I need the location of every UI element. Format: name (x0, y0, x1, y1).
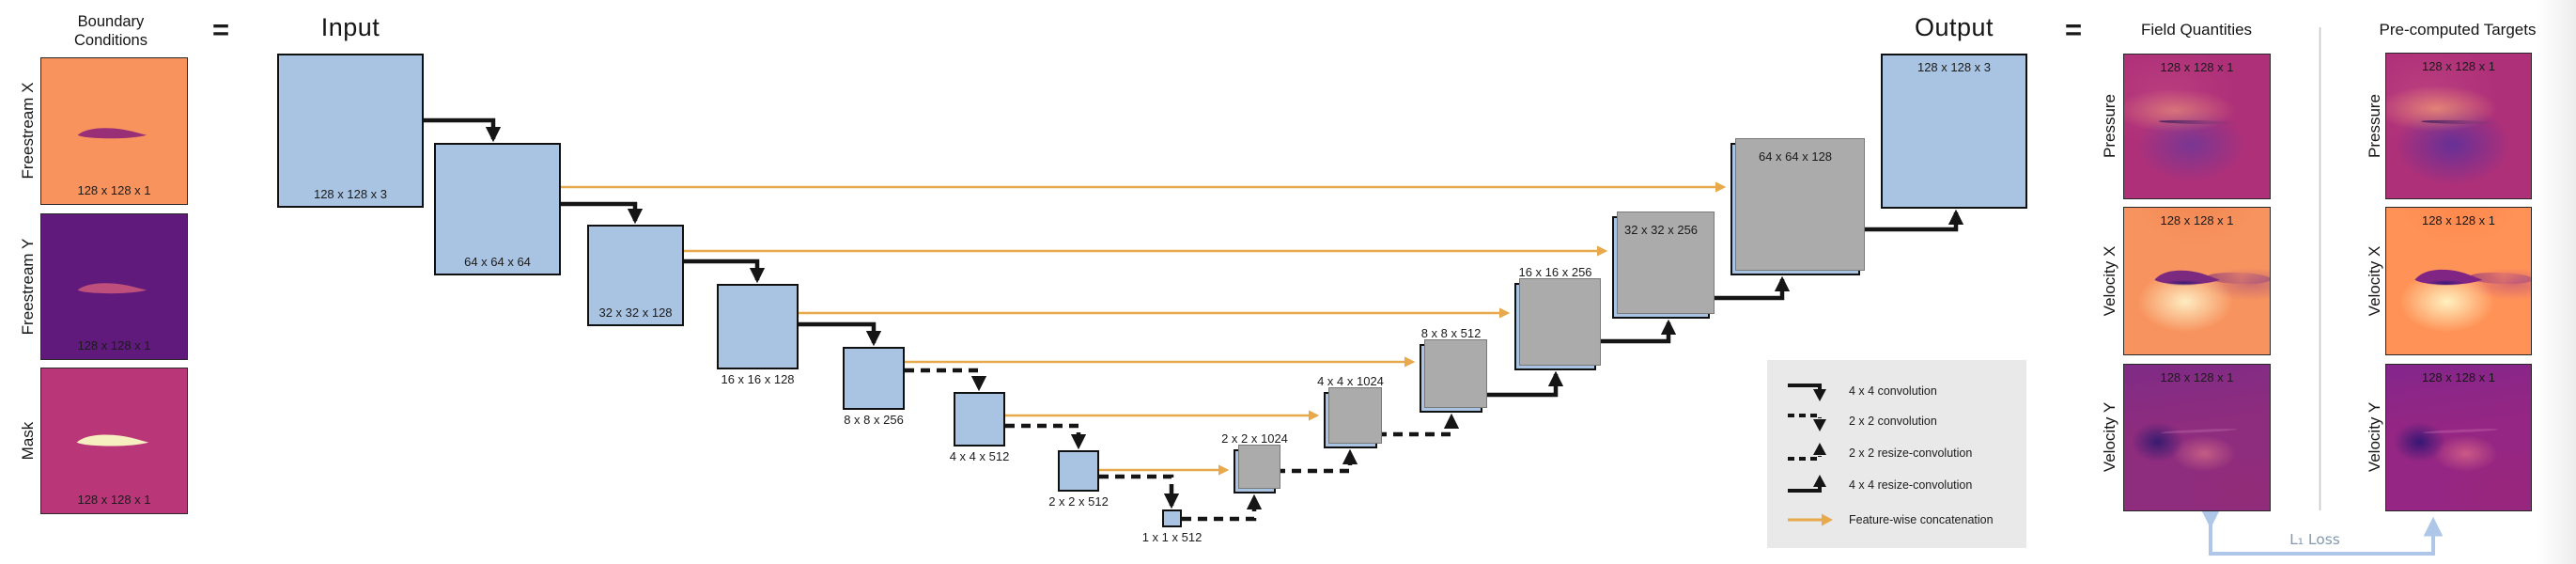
velocity-y-target-image: 128 x 128 x 1 (2385, 364, 2532, 511)
velocity-x-field-image: 128 x 128 x 1 (2123, 207, 2271, 355)
image-dims: 128 x 128 x 1 (2160, 213, 2234, 227)
freestream-x-image: 128 x 128 x 1 (40, 57, 188, 205)
concat-arrow-icon (1788, 513, 1833, 526)
unet-box-dec-64: 64 x 64 x 128 (1730, 138, 1865, 275)
image-dims: 128 x 128 x 1 (2421, 370, 2496, 384)
output-title: Output (1914, 13, 1994, 41)
pre-computed-targets-title: Pre-computed Targets (2379, 21, 2537, 39)
page-edge-shade (2537, 0, 2576, 564)
concat-arrows (561, 181, 1727, 476)
velocity-x-target-image: 128 x 128 x 1 (2385, 207, 2532, 355)
airfoil-shape (77, 128, 147, 139)
box-dims: 64 x 64 x 64 (464, 255, 531, 269)
legend-label: 4 x 4 convolution (1849, 384, 1937, 398)
unet-box-dec-16: 16 x 16 x 256 (1514, 265, 1601, 370)
airfoil-shape (2160, 428, 2237, 435)
conv-4x4-icon (1788, 384, 1826, 401)
image-dims: 128 x 128 x 1 (2421, 59, 2496, 73)
pressure-field-image: 128 x 128 x 1 (2123, 54, 2271, 199)
box-dims: 8 x 8 x 512 (1420, 326, 1482, 340)
legend-label: 4 x 4 resize-convolution (1849, 478, 1973, 492)
legend: 4 x 4 convolution 2 x 2 convolution 2 x … (1767, 360, 2026, 548)
resize-2x2-arrows (1182, 413, 1460, 522)
unet-box-enc-32: 32 x 32 x 128 (587, 225, 684, 326)
legend-item: 4 x 4 resize-convolution (1784, 473, 1972, 497)
l1-loss-label: L₁ Loss (2289, 531, 2340, 548)
l1-loss-bracket (2200, 509, 2444, 556)
field-quantities-title: Field Quantities (2140, 21, 2253, 39)
airfoil-underside-shade (2419, 279, 2472, 288)
conv-2x2-icon (1788, 414, 1826, 431)
airfoil-shape (76, 434, 148, 446)
unet-box-dec-32: 32 x 32 x 256 (1612, 212, 1715, 319)
box-dims: 16 x 16 x 128 (721, 372, 795, 386)
box-dims: 32 x 32 x 256 (1623, 223, 1699, 237)
freestream-y-image: 128 x 128 x 1 (40, 213, 188, 360)
conv-4x4-arrows (424, 118, 882, 347)
box-dims: 128 x 128 x 3 (313, 187, 388, 201)
box-dims: 2 x 2 x 1024 (1221, 431, 1288, 446)
image-dims: 128 x 128 x 1 (77, 493, 151, 507)
velocity-y-field-image: 128 x 128 x 1 (2123, 364, 2271, 511)
unet-box-enc-4: 4 x 4 x 512 (950, 392, 1009, 463)
image-dims: 128 x 128 x 1 (77, 338, 151, 352)
unet-box-dec-4: 4 x 4 x 1024 (1317, 374, 1384, 448)
equals-sign-right: = (2065, 13, 2083, 46)
legend-item: 2 x 2 convolution (1784, 409, 1937, 433)
pressure-target-image: 128 x 128 x 1 (2385, 53, 2532, 199)
airfoil-shape (2422, 428, 2498, 435)
image-dims: 128 x 128 x 1 (2160, 370, 2234, 384)
box-dims: 32 x 32 x 128 (598, 306, 673, 320)
legend-item: 2 x 2 resize-convolution (1784, 441, 1972, 465)
image-dims: 128 x 128 x 1 (2421, 213, 2496, 227)
airfoil-shape (77, 283, 147, 294)
unet-box-enc-16: 16 x 16 x 128 (717, 284, 799, 386)
box-dims: 2 x 2 x 512 (1048, 494, 1109, 509)
airfoil-shape (2420, 118, 2498, 125)
unet-box-input: 128 x 128 x 3 (277, 54, 424, 208)
legend-item: Feature-wise concatenation (1784, 508, 1994, 532)
image-dims: 128 x 128 x 1 (2160, 60, 2234, 74)
unet-box-dec-8: 8 x 8 x 512 (1420, 326, 1487, 413)
mask-image: 128 x 128 x 1 (40, 368, 188, 514)
box-dims: 4 x 4 x 1024 (1317, 374, 1384, 388)
legend-item: 4 x 4 convolution (1784, 379, 1937, 403)
box-dims: 64 x 64 x 128 (1758, 149, 1833, 164)
legend-label: 2 x 2 convolution (1849, 415, 1937, 428)
unet-box-enc-2: 2 x 2 x 512 (1048, 450, 1109, 509)
resize-4x4-arrows (1482, 209, 1964, 398)
unet-box-output: 128 x 128 x 3 (1881, 54, 2027, 209)
legend-label: 2 x 2 resize-convolution (1849, 446, 1973, 460)
box-dims: 16 x 16 x 256 (1518, 265, 1592, 279)
legend-label: Feature-wise concatenation (1849, 513, 1994, 526)
unet-box-dec-2: 2 x 2 x 1024 (1221, 431, 1288, 494)
airfoil-underside-shade (2157, 279, 2211, 288)
unet-box-enc-1: 1 x 1 x 512 (1142, 509, 1202, 544)
conv-2x2-arrows (905, 368, 1180, 509)
box-dims: 8 x 8 x 256 (844, 413, 904, 427)
input-title: Input (320, 13, 380, 41)
resize-conv-2x2-icon (1788, 443, 1826, 461)
box-dims: 4 x 4 x 512 (949, 449, 1010, 463)
box-dims: 1 x 1 x 512 (1141, 530, 1203, 544)
unet-box-enc-64: 64 x 64 x 64 (434, 143, 561, 275)
box-dims: 128 x 128 x 3 (1916, 60, 1992, 74)
image-dims: 128 x 128 x 1 (77, 183, 151, 197)
unet-box-enc-8: 8 x 8 x 256 (843, 347, 905, 427)
airfoil-shape (2159, 119, 2237, 126)
resize-conv-4x4-icon (1788, 475, 1826, 493)
equals-sign-left: = (212, 13, 230, 46)
boundary-conditions-title: Boundary Conditions (74, 13, 147, 49)
